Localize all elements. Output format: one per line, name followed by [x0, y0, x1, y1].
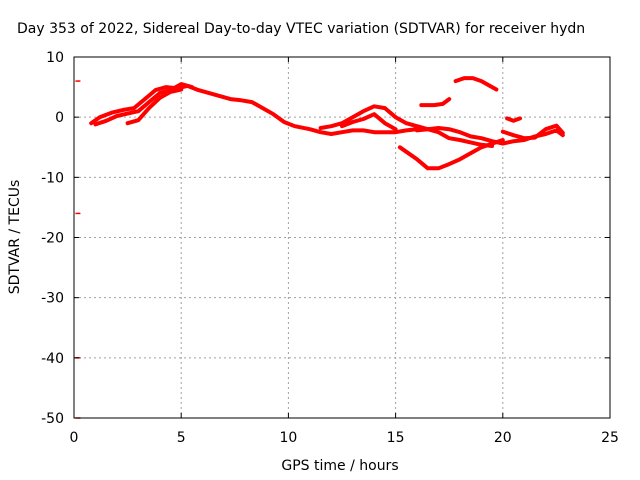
y-tick-label: 10 — [46, 50, 64, 66]
series-high-arc — [453, 76, 499, 92]
series-right-tail — [500, 123, 565, 141]
x-tick-label: 5 — [177, 430, 186, 446]
series-spur-up — [419, 97, 452, 108]
y-tick-label: -20 — [41, 231, 64, 247]
series-lower-arc-b — [125, 87, 184, 126]
plot-frame — [73, 56, 611, 419]
y-tick-label: -40 — [41, 351, 64, 367]
series-bump — [505, 116, 522, 123]
series-main-arc — [89, 83, 419, 136]
series-mid-arc-a — [318, 104, 495, 148]
series-group — [75, 76, 565, 419]
series-right-arc — [415, 126, 565, 146]
y-tick-label: -10 — [41, 170, 64, 186]
y-tick-label: -50 — [41, 411, 64, 427]
x-tick-label: 20 — [494, 430, 512, 446]
ticks: 0 5 10 15 20 25 10 0 -10 -20 -30 -40 -50 — [41, 50, 619, 446]
x-tick-label: 15 — [387, 430, 405, 446]
x-tick-label: 0 — [70, 430, 79, 446]
series-mid-arc-b — [340, 112, 398, 132]
x-axis-label: GPS time / hours — [281, 458, 398, 474]
y-axis-label: SDTVAR / TECUs — [7, 180, 23, 295]
y-tick-label: 0 — [55, 110, 64, 126]
series-low-dip — [397, 138, 505, 171]
series-lower-arc-a — [93, 82, 194, 127]
x-tick-label: 10 — [279, 430, 297, 446]
grid — [74, 57, 610, 418]
chart-title: Day 353 of 2022, Sidereal Day-to-day VTE… — [17, 21, 585, 37]
y-tick-label: -30 — [41, 291, 64, 307]
x-tick-label: 25 — [601, 430, 619, 446]
